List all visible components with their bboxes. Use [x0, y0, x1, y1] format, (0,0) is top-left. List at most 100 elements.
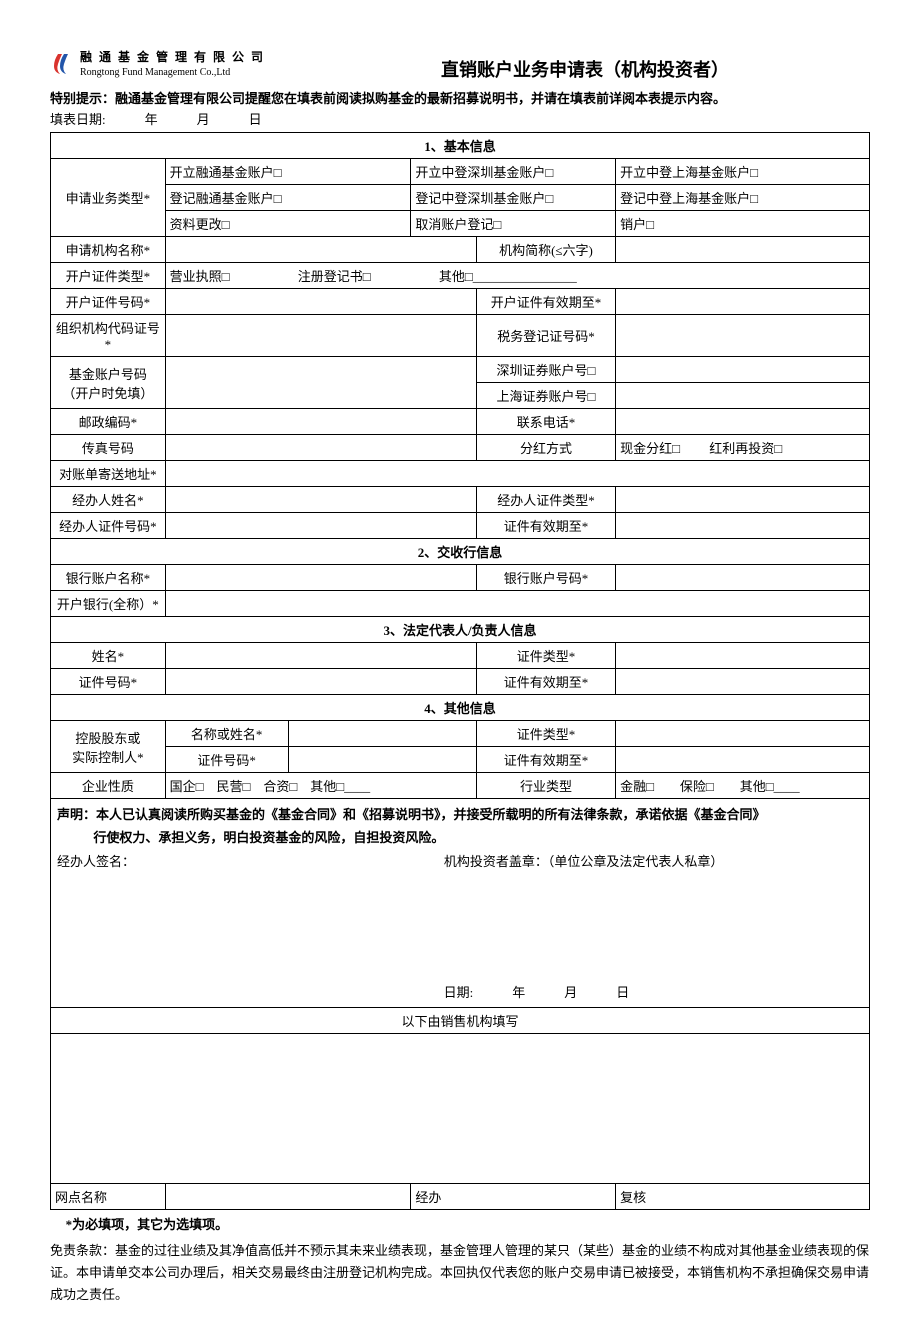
bank-acct-name-input[interactable] — [165, 565, 476, 591]
bank-branch-label: 开户银行(全称）* — [51, 591, 166, 617]
legal-doc-valid-label: 证件有效期至* — [476, 669, 615, 695]
operator-text: 经办 — [415, 1190, 441, 1205]
div-opt[interactable]: 红利再投资□ — [709, 441, 782, 456]
tax-no-input[interactable] — [616, 315, 870, 357]
branch-label: 网点名称 — [51, 1183, 166, 1209]
signature-area[interactable]: 日期: 年 月 日 — [51, 877, 870, 1007]
org-code-label: 组织机构代码证号* — [51, 315, 166, 357]
biz-opt[interactable]: 登记中登上海基金账户□ — [616, 185, 870, 211]
doc-opt[interactable]: 其他□ — [439, 269, 473, 284]
h-doc-type-input[interactable] — [616, 721, 870, 747]
biz-opt[interactable]: 取消账户登记□ — [411, 211, 616, 237]
holder-label-line1: 控股股东或 — [55, 728, 161, 747]
doc-opt[interactable]: 注册登记书□ — [298, 269, 371, 284]
decl-line1: 声明：本人已认真阅读所购买基金的《基金合同》和《招募说明书》，并接受所载明的所有… — [57, 803, 863, 826]
h-doc-type-label: 证件类型* — [476, 721, 615, 747]
doc-no-input[interactable] — [165, 289, 476, 315]
org-name-input[interactable] — [165, 237, 476, 263]
legal-name-input[interactable] — [165, 643, 476, 669]
fax-input[interactable] — [165, 435, 476, 461]
org-code-input[interactable] — [165, 315, 476, 357]
form-title: 直销账户业务申请表（机构投资者） — [300, 50, 870, 82]
doc-valid-input[interactable] — [616, 289, 870, 315]
biz-opt[interactable]: 开立中登上海基金账户□ — [616, 159, 870, 185]
doc-type-options[interactable]: 营业执照□ 注册登记书□ 其他□________________ — [165, 263, 869, 289]
decl-line2: 行使权力、承担义务，明白投资基金的风险，自担投资风险。 — [57, 826, 863, 849]
branch-input[interactable] — [165, 1183, 411, 1209]
org-abbr-input[interactable] — [616, 237, 870, 263]
biz-type-label: 申请业务类型* — [51, 159, 166, 237]
postal-input[interactable] — [165, 409, 476, 435]
fund-acct-line2: （开户时免填） — [55, 383, 161, 402]
doc-no-label: 开户证件号码* — [51, 289, 166, 315]
biz-opt[interactable]: 资料更改□ — [165, 211, 411, 237]
div-opt[interactable]: 现金分红□ — [620, 441, 680, 456]
tax-no-label: 税务登记证号码* — [476, 315, 615, 357]
agent-name-input[interactable] — [165, 487, 476, 513]
bank-acct-name-label: 银行账户名称* — [51, 565, 166, 591]
legal-name-label: 姓名* — [51, 643, 166, 669]
biz-opt[interactable]: 开立融通基金账户□ — [165, 159, 411, 185]
agent-doc-no-label: 经办人证件号码* — [51, 513, 166, 539]
application-form-table: 1、基本信息 申请业务类型* 开立融通基金账户□ 开立中登深圳基金账户□ 开立中… — [50, 132, 870, 1210]
fund-acct-input[interactable] — [165, 357, 476, 409]
doc-valid-label: 开户证件有效期至* — [476, 289, 615, 315]
company-name-en: Rongtong Fund Management Co.,Ltd — [80, 66, 265, 79]
legal-doc-type-input[interactable] — [616, 643, 870, 669]
agent-doc-type-label: 经办人证件类型* — [476, 487, 615, 513]
bank-acct-no-input[interactable] — [616, 565, 870, 591]
doc-type-label: 开户证件类型* — [51, 263, 166, 289]
doc-opt[interactable]: 营业执照□ — [170, 269, 230, 284]
industry-opts[interactable]: 金融□ 保险□ 其他□____ — [616, 773, 870, 799]
reviewer-text: 复核 — [620, 1190, 646, 1205]
addr-input[interactable] — [165, 461, 869, 487]
holder-label-line2: 实际控制人* — [55, 747, 161, 766]
sales-blank-area[interactable] — [51, 1033, 870, 1183]
industry-label: 行业类型 — [476, 773, 615, 799]
h-doc-valid-input[interactable] — [616, 747, 870, 773]
sh-acct-input[interactable] — [616, 383, 870, 409]
postal-label: 邮政编码* — [51, 409, 166, 435]
bank-acct-no-label: 银行账户号码* — [476, 565, 615, 591]
sz-acct-label: 深圳证券账户号□ — [476, 357, 615, 383]
reviewer-label: 复核 — [616, 1183, 870, 1209]
h-name-label: 名称或姓名* — [165, 721, 288, 747]
required-note: *为必填项，其它为选填项。 — [50, 1214, 870, 1236]
legal-doc-no-label: 证件号码* — [51, 669, 166, 695]
agent-doc-valid-input[interactable] — [616, 513, 870, 539]
h-name-input[interactable] — [288, 721, 476, 747]
phone-input[interactable] — [616, 409, 870, 435]
fund-acct-label: 基金账户号码 （开户时免填） — [51, 357, 166, 409]
agent-doc-type-input[interactable] — [616, 487, 870, 513]
agent-doc-valid-label: 证件有效期至* — [476, 513, 615, 539]
bank-branch-input[interactable] — [165, 591, 869, 617]
company-logo-icon — [50, 52, 74, 76]
fund-acct-line1: 基金账户号码 — [55, 364, 161, 383]
h-doc-no-input[interactable] — [288, 747, 476, 773]
ent-nature-opts[interactable]: 国企□ 民营□ 合资□ 其他□____ — [165, 773, 476, 799]
section3-header: 3、法定代表人/负责人信息 — [51, 617, 870, 643]
biz-opt[interactable]: 开立中登深圳基金账户□ — [411, 159, 616, 185]
section4-header: 4、其他信息 — [51, 695, 870, 721]
addr-label: 对账单寄送地址* — [51, 461, 166, 487]
fax-label: 传真号码 — [51, 435, 166, 461]
special-tip: 特别提示：融通基金管理有限公司提醒您在填表前阅读拟购基金的最新招募说明书，并请在… — [50, 88, 870, 107]
sales-header: 以下由销售机构填写 — [51, 1007, 870, 1033]
biz-opt[interactable]: 登记融通基金账户□ — [165, 185, 411, 211]
sz-acct-input[interactable] — [616, 357, 870, 383]
sh-acct-label: 上海证券账户号□ — [476, 383, 615, 409]
legal-doc-no-input[interactable] — [165, 669, 476, 695]
operator-label: 经办 — [411, 1183, 616, 1209]
biz-opt[interactable]: 登记中登深圳基金账户□ — [411, 185, 616, 211]
org-seal-label: 机构投资者盖章：（单位公章及法定代表人私章） — [444, 850, 724, 873]
legal-doc-valid-input[interactable] — [616, 669, 870, 695]
disclaimer: 免责条款：基金的过往业绩及其净值高低并不预示其未来业绩表现，基金管理人管理的某只… — [50, 1240, 870, 1306]
section1-header: 1、基本信息 — [51, 133, 870, 159]
dividend-label: 分红方式 — [476, 435, 615, 461]
agent-doc-no-input[interactable] — [165, 513, 476, 539]
holder-label: 控股股东或 实际控制人* — [51, 721, 166, 773]
h-doc-valid-label: 证件有效期至* — [476, 747, 615, 773]
dividend-options[interactable]: 现金分红□ 红利再投资□ — [616, 435, 870, 461]
page-header: 融 通 基 金 管 理 有 限 公 司 Rongtong Fund Manage… — [50, 50, 870, 82]
biz-opt[interactable]: 销户□ — [616, 211, 870, 237]
